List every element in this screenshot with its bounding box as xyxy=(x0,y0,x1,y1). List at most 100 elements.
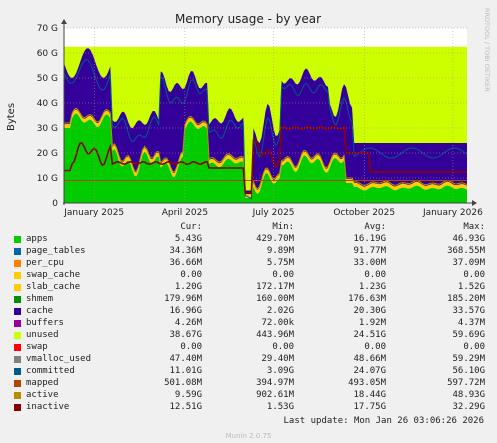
legend-series-name: inactive xyxy=(26,402,70,412)
legend-cur: 0.00 xyxy=(180,342,202,352)
y-tick-label: 70 G xyxy=(37,24,58,34)
legend-avg: 0.00 xyxy=(364,342,386,352)
legend-swatch xyxy=(14,284,21,291)
x-tick-labels: January 2025 April 2025 July 2025 October 2… xyxy=(63,208,483,218)
legend-series-name: swap xyxy=(26,342,48,352)
legend-min: 72.00k xyxy=(261,318,294,328)
legend-max: 33.57G xyxy=(452,306,485,316)
legend-avg: 1.92M xyxy=(358,318,386,328)
legend-header-min: Min: xyxy=(272,222,294,232)
legend-min: 172.17M xyxy=(256,282,294,292)
legend-max: 46.93G xyxy=(452,234,485,244)
line-series xyxy=(63,58,468,200)
legend-cur: 34.36M xyxy=(169,246,202,256)
legend-cur: 38.67G xyxy=(169,330,202,340)
legend-series-name: shmem xyxy=(26,294,54,304)
x-tick-label: January 2026 xyxy=(422,208,483,218)
legend-max: 59.29M xyxy=(452,354,485,364)
legend-max: 597.72M xyxy=(447,378,485,388)
legend-min: 0.00 xyxy=(272,342,294,352)
legend-swatch xyxy=(14,356,21,363)
legend-series-name: apps xyxy=(26,234,48,244)
legend-cur: 36.66M xyxy=(169,258,202,268)
legend-swatch xyxy=(14,260,21,267)
legend-cur: 1.20G xyxy=(174,282,202,292)
legend-min: 9.89M xyxy=(266,246,294,256)
x-tick-label: July 2025 xyxy=(252,208,295,218)
legend-cur: 9.59G xyxy=(174,390,202,400)
legend-min: 429.70M xyxy=(256,234,294,244)
legend-cur: 501.08M xyxy=(164,378,202,388)
x-axis-arrow xyxy=(472,200,477,206)
legend-row-vmalloc-used: vmalloc_used 47.40M 29.40M 48.66M 59.29M xyxy=(0,354,497,366)
legend-avg: 24.51G xyxy=(353,330,386,340)
legend-cur: 16.96G xyxy=(169,306,202,316)
legend-min: 394.97M xyxy=(256,378,294,388)
legend-min: 2.02G xyxy=(266,306,294,316)
rrdtool-credit: RRDTOOL / TOBI OETIKER xyxy=(480,8,492,128)
legend-header-max: Max: xyxy=(463,222,485,232)
legend-row-committed: committed 11.01G 3.09G 24.07G 56.10G xyxy=(0,366,497,378)
legend-max: 59.69G xyxy=(452,330,485,340)
legend-series-name: active xyxy=(26,390,59,400)
legend-cur: 47.40M xyxy=(169,354,202,364)
legend-row-unused: unused 38.67G 443.96M 24.51G 59.69G xyxy=(0,330,497,342)
x-tick-label: October 2025 xyxy=(333,208,395,218)
legend-cur: 11.01G xyxy=(169,366,202,376)
legend-cur: 179.96M xyxy=(164,294,202,304)
legend-row-swap-cache: swap_cache 0.00 0.00 0.00 0.00 xyxy=(0,270,497,282)
legend-max: 56.10G xyxy=(452,366,485,376)
grid-lines xyxy=(64,27,467,204)
legend-avg: 33.00M xyxy=(353,258,386,268)
legend-avg: 17.75G xyxy=(353,402,386,412)
legend-cur: 12.51G xyxy=(169,402,202,412)
legend-series-name: vmalloc_used xyxy=(26,354,92,364)
legend-swatch xyxy=(14,272,21,279)
y-tick-label: 10 G xyxy=(37,174,58,184)
legend-series-name: buffers xyxy=(26,318,64,328)
legend-series-name: committed xyxy=(26,366,75,376)
legend-avg: 20.30G xyxy=(353,306,386,316)
legend-row-apps: apps 5.43G 429.70M 16.19G 46.93G xyxy=(0,234,497,246)
last-update: Last update: Mon Jan 26 03:06:26 2026 xyxy=(283,416,484,426)
legend-row-swap: swap 0.00 0.00 0.00 0.00 xyxy=(0,342,497,354)
legend-avg: 16.19G xyxy=(353,234,386,244)
rrdtool-credit-text: RRDTOOL / TOBI OETIKER xyxy=(483,8,491,92)
legend-avg: 24.07G xyxy=(353,366,386,376)
legend-series-name: page_tables xyxy=(26,246,86,256)
legend-header-avg: Avg: xyxy=(364,222,386,232)
legend-avg: 176.63M xyxy=(348,294,386,304)
legend-min: 1.53G xyxy=(266,402,294,412)
legend-swatch xyxy=(14,248,21,255)
line-inactive xyxy=(64,125,467,194)
y-tick-label: 50 G xyxy=(37,74,58,84)
legend-row-cache: cache 16.96G 2.02G 20.30G 33.57G xyxy=(0,306,497,318)
area-slab-cache xyxy=(64,109,467,198)
legend-row-mapped: mapped 501.08M 394.97M 493.05M 597.72M xyxy=(0,378,497,390)
legend-avg: 48.66M xyxy=(353,354,386,364)
y-tick-label: 40 G xyxy=(37,99,58,109)
y-tick-label: 20 G xyxy=(37,149,58,159)
legend-max: 0.00 xyxy=(463,342,485,352)
legend-min: 29.40M xyxy=(261,354,294,364)
legend-max: 1.52G xyxy=(457,282,485,292)
legend-header-cur: Cur: xyxy=(180,222,202,232)
legend-row-shmem: shmem 179.96M 160.00M 176.63M 185.20M xyxy=(0,294,497,306)
legend-series-name: mapped xyxy=(26,378,59,388)
legend-series-name: per_cpu xyxy=(26,258,64,268)
legend-swatch xyxy=(14,392,21,399)
legend-swatch xyxy=(14,296,21,303)
legend-max: 368.55M xyxy=(447,246,485,256)
legend-min: 160.00M xyxy=(256,294,294,304)
legend-max: 32.29G xyxy=(452,402,485,412)
legend-series-name: slab_cache xyxy=(26,282,81,292)
legend-row-page-tables: page_tables 34.36M 9.89M 91.77M 368.55M xyxy=(0,246,497,258)
area-unused xyxy=(64,46,467,191)
legend-swatch xyxy=(14,236,21,243)
legend-row-slab-cache: slab_cache 1.20G 172.17M 1.23G 1.52G xyxy=(0,282,497,294)
legend-min: 3.09G xyxy=(266,366,294,376)
legend-max: 4.37M xyxy=(457,318,485,328)
y-tick-label: 0 xyxy=(52,199,58,209)
legend-cur: 5.43G xyxy=(174,234,202,244)
chart-title: Memory usage - by year xyxy=(175,12,321,26)
